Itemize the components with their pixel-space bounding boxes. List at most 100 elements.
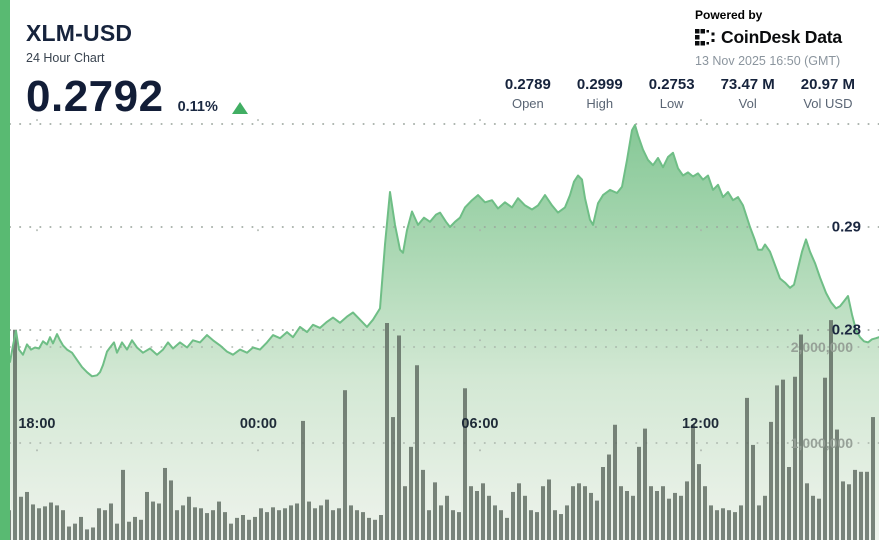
volume-bar: [691, 424, 695, 540]
volume-bar: [517, 483, 521, 540]
stat-value: 20.97 M: [800, 76, 855, 93]
price-line: [9, 124, 879, 378]
coindesk-logo-icon: [695, 29, 715, 46]
stat-value: 73.47 M: [720, 76, 775, 93]
volume-bar: [769, 421, 773, 540]
volume-bar: [373, 519, 377, 540]
stat-label: Open: [511, 96, 544, 111]
volume-bar: [865, 471, 869, 540]
volume-bar: [805, 483, 809, 540]
volume-bar: [727, 510, 731, 540]
volume-bar: [733, 512, 737, 540]
volume-bar: [385, 323, 389, 540]
volume-bar: [523, 495, 527, 540]
volume-bar: [145, 491, 149, 540]
volume-bar: [331, 510, 335, 540]
volume-bar: [127, 521, 131, 540]
volume-bar: [193, 507, 197, 540]
volume-bar: [535, 512, 539, 540]
volume-bar: [559, 514, 563, 540]
volume-bar: [139, 519, 143, 540]
volume-bar: [55, 505, 59, 540]
volume-bar: [829, 320, 833, 540]
volume-bar: [571, 486, 575, 540]
volume-bar: [781, 379, 785, 540]
volume-bar: [655, 491, 659, 540]
stat-label: High: [586, 96, 614, 111]
volume-bar: [835, 429, 839, 540]
volume-bar: [217, 501, 221, 540]
volume-bar: [499, 510, 503, 540]
volume-bar: [379, 515, 383, 540]
volume-bar: [841, 481, 845, 540]
volume-bar: [235, 517, 239, 540]
volume-bar: [211, 510, 215, 540]
timestamp: 13 Nov 2025 16:50 (GMT): [695, 54, 841, 68]
volume-bar: [763, 495, 767, 540]
volume-bar: [181, 505, 185, 540]
volume-bar: [229, 523, 233, 540]
volume-bar: [427, 510, 431, 540]
volume-bar: [625, 491, 629, 540]
volume-bar: [553, 510, 557, 540]
volume-bar: [463, 388, 467, 540]
volume-bar: [697, 464, 701, 540]
volume-bar: [97, 508, 101, 540]
volume-bar: [265, 512, 269, 540]
volume-bar: [439, 505, 443, 540]
volume-bar: [667, 498, 671, 540]
coindesk-logo[interactable]: CoinDesk Data: [695, 27, 855, 48]
volume-bar: [313, 508, 317, 540]
volume-bar: [577, 483, 581, 540]
volume-bar: [673, 492, 677, 540]
stats-row: 0.2789 Open 0.2999 High 0.2753 Low 73.47…: [505, 76, 855, 111]
volume-bar: [745, 397, 749, 540]
volume-bar: [187, 496, 191, 540]
volume-bar: [31, 504, 35, 540]
volume-bar: [25, 491, 29, 540]
up-triangle-icon: [231, 102, 248, 114]
volume-bar: [469, 486, 473, 540]
volume-bar: [445, 495, 449, 540]
volume-bar: [757, 505, 761, 540]
volume-bar: [601, 467, 605, 540]
volume-bar: [319, 505, 323, 540]
volume-bar: [703, 486, 707, 540]
volume-bar: [325, 499, 329, 540]
volume-bar: [133, 516, 137, 540]
volume-bar: [661, 486, 665, 540]
volume-bar: [85, 529, 89, 540]
stat-label: Vol USD: [803, 96, 853, 111]
volume-bar: [337, 508, 341, 540]
volume-bar: [433, 482, 437, 540]
volume-bar: [157, 503, 161, 540]
volume-bar: [271, 507, 275, 540]
volume-bar: [19, 496, 23, 540]
volume-bar: [241, 515, 245, 540]
volume-bar: [739, 505, 743, 540]
volume-bar: [709, 505, 713, 540]
stat-vol-usd: 20.97 M Vol USD: [801, 76, 855, 111]
volume-bar: [409, 446, 413, 540]
volume-bar: [79, 516, 83, 540]
volume-bar: [493, 505, 497, 540]
volume-bar: [361, 512, 365, 540]
stat-value: 0.2753: [648, 76, 695, 93]
volume-bar: [151, 501, 155, 540]
volume-bar: [37, 508, 41, 540]
volume-bar: [175, 510, 179, 540]
volume-bar: [871, 417, 875, 540]
volume-bar: [103, 510, 107, 540]
powered-by-label: Powered by: [695, 8, 763, 22]
volume-bar: [283, 508, 287, 540]
volume-bar: [67, 526, 71, 540]
price-row: 0.2792 0.11%: [26, 75, 248, 119]
volume-bar: [349, 505, 353, 540]
price-area-fill: [10, 125, 879, 540]
change-percent: 0.11%: [177, 99, 218, 115]
stat-value: 0.2789: [504, 76, 551, 93]
volume-bar: [307, 501, 311, 540]
volume-bar: [811, 495, 815, 540]
